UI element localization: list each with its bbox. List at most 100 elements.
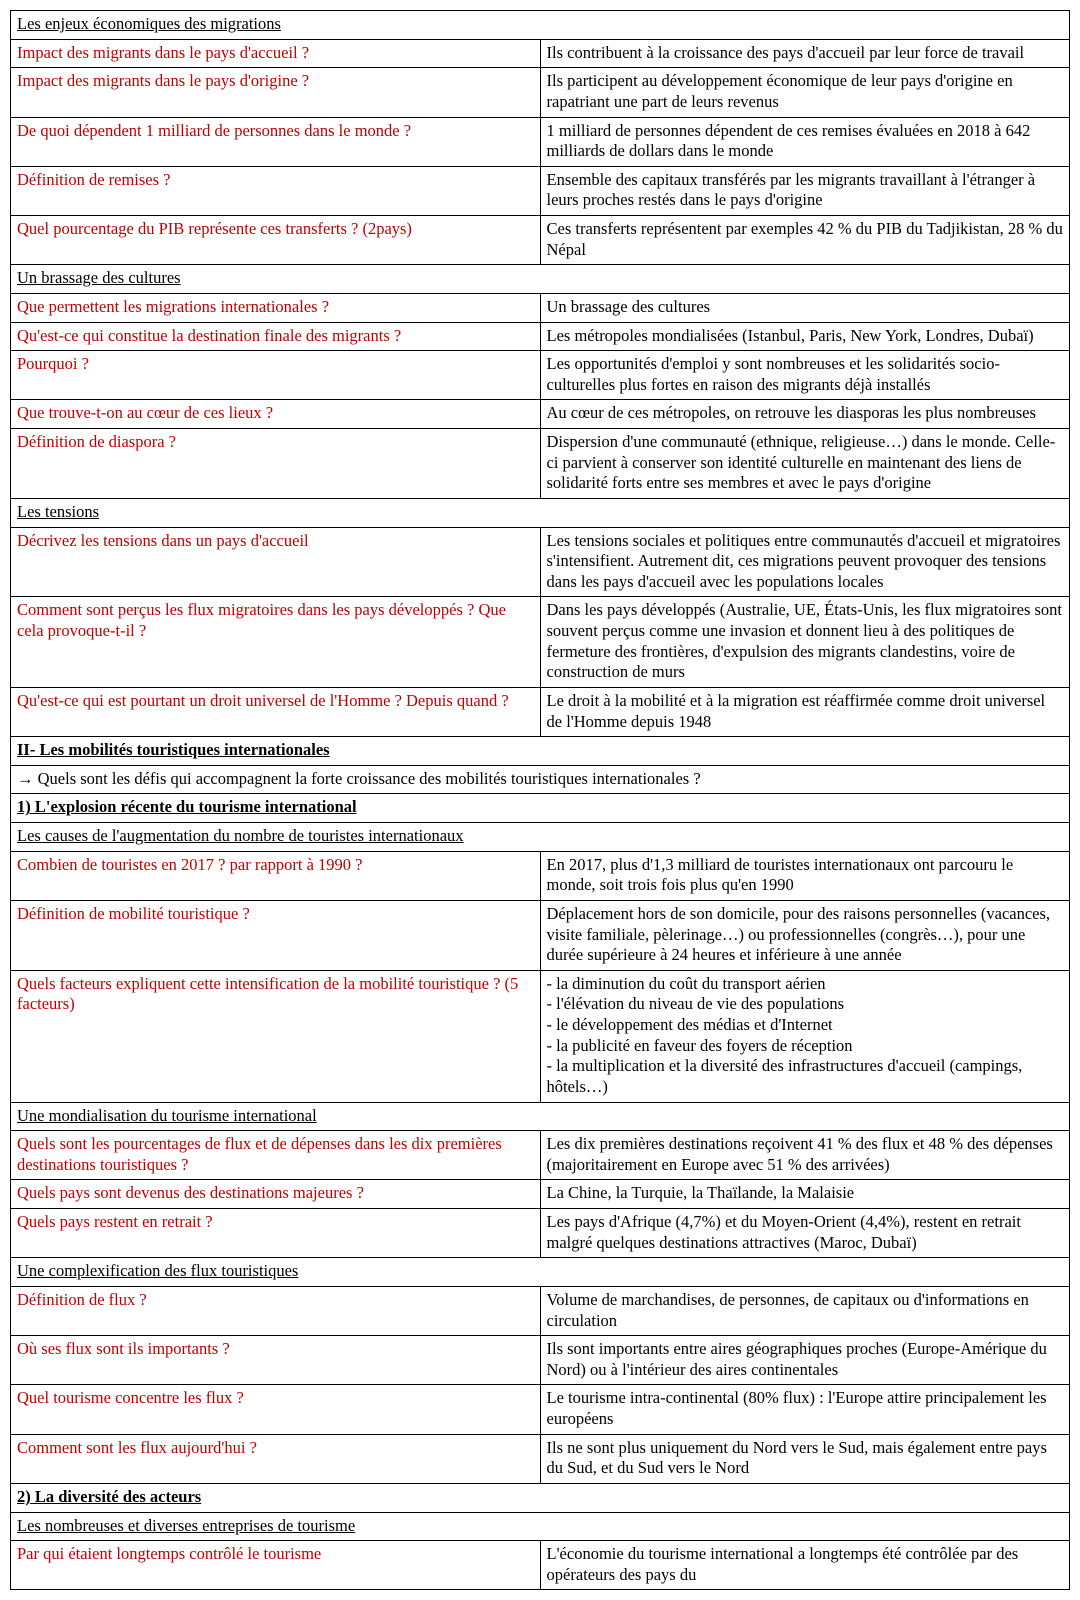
- answer-cell: - la diminution du coût du transport aér…: [540, 970, 1070, 1102]
- table-row: Quel tourisme concentre les flux ? Le tou…: [11, 1385, 1070, 1434]
- question-cell: Définition de diaspora ?: [11, 429, 541, 499]
- section-header: Les tensions: [11, 498, 1070, 527]
- question-text: Pourquoi ?: [17, 354, 89, 373]
- answer-text: Les métropoles mondialisées (Istanbul, P…: [547, 326, 1034, 345]
- question-cell: Quels pays sont devenus des destinations…: [11, 1180, 541, 1209]
- answer-text: Ils sont importants entre aires géograph…: [547, 1339, 1047, 1379]
- question-cell: Définition de remises ?: [11, 166, 541, 215]
- section-header-text: Une complexification des flux touristiqu…: [17, 1261, 298, 1280]
- section-header-text: Les enjeux économiques des migrations: [17, 14, 281, 33]
- section-header: Les nombreuses et diverses entreprises d…: [11, 1512, 1070, 1541]
- answer-cell: Ensemble des capitaux transférés par les…: [540, 166, 1070, 215]
- question-text: Quels sont les pourcentages de flux et d…: [17, 1134, 502, 1174]
- question-text: Qu'est-ce qui est pourtant un droit univ…: [17, 691, 509, 710]
- question-cell: Pourquoi ?: [11, 351, 541, 400]
- table-row: Définition de mobilité touristique ?Dépl…: [11, 900, 1070, 970]
- answer-text: - la diminution du coût du transport aér…: [547, 974, 1023, 1096]
- question-text: Décrivez les tensions dans un pays d'acc…: [17, 531, 309, 550]
- table-row: Impact des migrants dans le pays d'accue…: [11, 39, 1070, 68]
- question-text: Que permettent les migrations internatio…: [17, 297, 329, 316]
- answer-cell: Au cœur de ces métropoles, on retrouve l…: [540, 400, 1070, 429]
- question-cell: Décrivez les tensions dans un pays d'acc…: [11, 527, 541, 597]
- question-text: Quels pays sont devenus des destinations…: [17, 1183, 364, 1202]
- question-cell: Qu'est-ce qui est pourtant un droit univ…: [11, 687, 541, 736]
- question-text: Quel pourcentage du PIB représente ces t…: [17, 219, 412, 238]
- section-header-text: II- Les mobilités touristiques internati…: [17, 740, 330, 759]
- question-cell: Que trouve-t-on au cœur de ces lieux ?: [11, 400, 541, 429]
- question-text: Définition de diaspora ?: [17, 432, 176, 451]
- answer-cell: La Chine, la Turquie, la Thaïlande, la M…: [540, 1180, 1070, 1209]
- answer-cell: L'économie du tourisme international a l…: [540, 1541, 1070, 1590]
- question-cell: Quels sont les pourcentages de flux et d…: [11, 1131, 541, 1180]
- table-row: Quel pourcentage du PIB représente ces t…: [11, 216, 1070, 265]
- section-header: Les enjeux économiques des migrations: [11, 11, 1070, 40]
- table-row: II- Les mobilités touristiques internati…: [11, 737, 1070, 766]
- table-row: Impact des migrants dans le pays d'origi…: [11, 68, 1070, 117]
- answer-cell: Les opportunités d'emploi y sont nombreu…: [540, 351, 1070, 400]
- question-text: Comment sont perçus les flux migratoires…: [17, 600, 506, 640]
- answer-cell: Les métropoles mondialisées (Istanbul, P…: [540, 322, 1070, 351]
- section-header-text: Les tensions: [17, 502, 99, 521]
- answer-text: Au cœur de ces métropoles, on retrouve l…: [547, 403, 1036, 422]
- section-header: II- Les mobilités touristiques internati…: [11, 737, 1070, 766]
- answer-text: Dans les pays développés (Australie, UE,…: [547, 600, 1063, 681]
- question-text: Qu'est-ce qui constitue la destination f…: [17, 326, 401, 345]
- full-width-cell: → Quels sont les défis qui accompagnent …: [11, 765, 1070, 794]
- answer-cell: Dispersion d'une communauté (ethnique, r…: [540, 429, 1070, 499]
- section-header-text: Les causes de l'augmentation du nombre d…: [17, 826, 464, 845]
- answer-cell: Ils contribuent à la croissance des pays…: [540, 39, 1070, 68]
- answer-text: Les opportunités d'emploi y sont nombreu…: [547, 354, 1000, 394]
- question-cell: Par qui étaient longtemps contrôlé le to…: [11, 1541, 541, 1590]
- question-text: Où ses flux sont ils importants ?: [17, 1339, 230, 1358]
- answer-text: Les tensions sociales et politiques entr…: [547, 531, 1061, 591]
- question-cell: Quel tourisme concentre les flux ?: [11, 1385, 541, 1434]
- answer-cell: Ils participent au développement économi…: [540, 68, 1070, 117]
- answer-cell: Dans les pays développés (Australie, UE,…: [540, 597, 1070, 688]
- question-text: Impact des migrants dans le pays d'origi…: [17, 71, 309, 90]
- answer-text: Ensemble des capitaux transférés par les…: [547, 170, 1036, 210]
- table-row: Décrivez les tensions dans un pays d'acc…: [11, 527, 1070, 597]
- section-header: Un brassage des cultures: [11, 265, 1070, 294]
- table-row: Qu'est-ce qui est pourtant un droit univ…: [11, 687, 1070, 736]
- answer-cell: Ces transferts représentent par exemples…: [540, 216, 1070, 265]
- answer-cell: Volume de marchandises, de personnes, de…: [540, 1286, 1070, 1335]
- table-row: Quels facteurs expliquent cette intensif…: [11, 970, 1070, 1102]
- section-header-text: 1) L'explosion récente du tourisme inter…: [17, 797, 357, 816]
- table-row: Que trouve-t-on au cœur de ces lieux ? Au…: [11, 400, 1070, 429]
- table-row: Une mondialisation du tourisme internati…: [11, 1102, 1070, 1131]
- question-text: Définition de remises ?: [17, 170, 171, 189]
- table-row: Où ses flux sont ils importants ? Ils son…: [11, 1336, 1070, 1385]
- section-header-text: Les nombreuses et diverses entreprises d…: [17, 1516, 355, 1535]
- answer-text: Ces transferts représentent par exemples…: [547, 219, 1063, 259]
- answer-text: Ils contribuent à la croissance des pays…: [547, 43, 1025, 62]
- table-row: Quels pays restent en retrait ?Les pays …: [11, 1209, 1070, 1258]
- answer-cell: Le tourisme intra-continental (80% flux)…: [540, 1385, 1070, 1434]
- answer-text: Le tourisme intra-continental (80% flux)…: [547, 1388, 1047, 1428]
- table-row: 2) La diversité des acteurs: [11, 1483, 1070, 1512]
- answer-text: 1 milliard de personnes dépendent de ces…: [547, 121, 1031, 161]
- table-row: Comment sont perçus les flux migratoires…: [11, 597, 1070, 688]
- section-header-text: 2) La diversité des acteurs: [17, 1487, 201, 1506]
- table-row: Les causes de l'augmentation du nombre d…: [11, 823, 1070, 852]
- table-row: → Quels sont les défis qui accompagnent …: [11, 765, 1070, 794]
- question-cell: Combien de touristes en 2017 ? par rappo…: [11, 851, 541, 900]
- answer-text: Le droit à la mobilité et à la migration…: [547, 691, 1046, 731]
- question-cell: Impact des migrants dans le pays d'origi…: [11, 68, 541, 117]
- question-text: Quel tourisme concentre les flux ?: [17, 1388, 244, 1407]
- table-row: Que permettent les migrations internatio…: [11, 293, 1070, 322]
- table-row: Combien de touristes en 2017 ? par rappo…: [11, 851, 1070, 900]
- section-header: 1) L'explosion récente du tourisme inter…: [11, 794, 1070, 823]
- question-cell: Comment sont les flux aujourd'hui ?: [11, 1434, 541, 1483]
- table-row: Pourquoi ? Les opportunités d'emploi y so…: [11, 351, 1070, 400]
- answer-cell: Ils ne sont plus uniquement du Nord vers…: [540, 1434, 1070, 1483]
- question-cell: Impact des migrants dans le pays d'accue…: [11, 39, 541, 68]
- question-text: Impact des migrants dans le pays d'accue…: [17, 43, 309, 62]
- answer-text: Les dix premières destinations reçoivent…: [547, 1134, 1053, 1174]
- section-header: 2) La diversité des acteurs: [11, 1483, 1070, 1512]
- answer-cell: Déplacement hors de son domicile, pour d…: [540, 900, 1070, 970]
- question-cell: Que permettent les migrations internatio…: [11, 293, 541, 322]
- table-row: Par qui étaient longtemps contrôlé le to…: [11, 1541, 1070, 1590]
- answer-cell: Un brassage des cultures: [540, 293, 1070, 322]
- answer-text: La Chine, la Turquie, la Thaïlande, la M…: [547, 1183, 855, 1202]
- table-row: Les enjeux économiques des migrations: [11, 11, 1070, 40]
